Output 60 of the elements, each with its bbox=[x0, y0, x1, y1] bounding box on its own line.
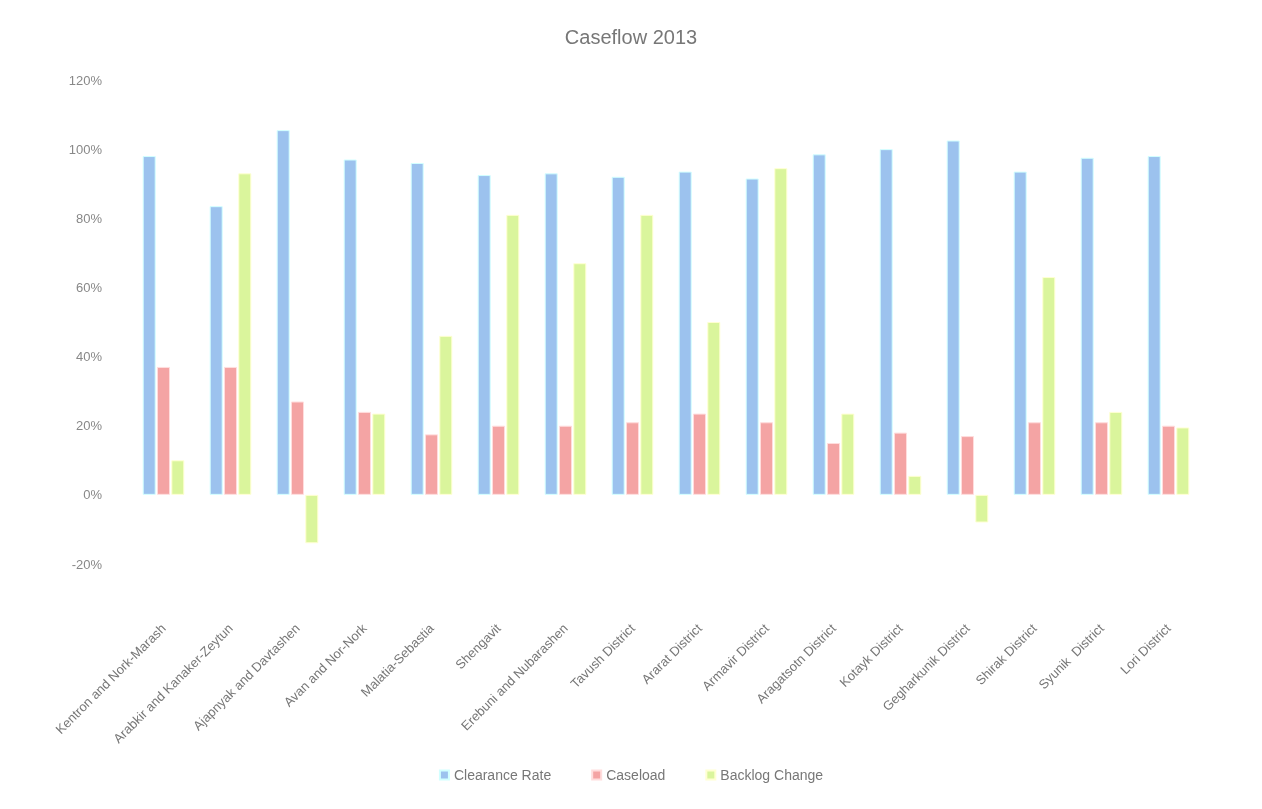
bar bbox=[439, 335, 453, 495]
bar bbox=[908, 475, 922, 495]
bar bbox=[693, 413, 706, 495]
y-tick-label: 60% bbox=[75, 279, 103, 295]
bar bbox=[1080, 157, 1094, 495]
y-tick-label: 0% bbox=[83, 487, 103, 503]
legend-label: Backlog Change bbox=[720, 767, 824, 783]
bar bbox=[492, 425, 505, 495]
bar bbox=[946, 140, 960, 495]
bar bbox=[425, 434, 438, 495]
bar bbox=[157, 366, 170, 495]
legend-label: Clearance Rate bbox=[453, 767, 552, 783]
bar bbox=[774, 168, 788, 495]
bar bbox=[372, 413, 386, 495]
bar bbox=[1109, 411, 1123, 495]
bar bbox=[879, 149, 893, 495]
bar bbox=[1042, 277, 1056, 495]
bar bbox=[760, 422, 773, 495]
bar bbox=[1013, 171, 1027, 495]
bar bbox=[894, 432, 907, 495]
bar bbox=[224, 366, 237, 495]
bar bbox=[544, 173, 558, 495]
bar bbox=[1162, 425, 1175, 495]
bar bbox=[961, 436, 974, 495]
y-tick-label: 20% bbox=[75, 418, 103, 434]
bar bbox=[559, 425, 572, 495]
bar bbox=[640, 214, 654, 495]
bar bbox=[343, 159, 357, 495]
bar bbox=[827, 443, 840, 495]
bar bbox=[209, 206, 223, 495]
bar bbox=[678, 171, 692, 495]
bar bbox=[477, 175, 491, 495]
bar bbox=[358, 411, 371, 495]
bar bbox=[611, 176, 625, 495]
bar bbox=[841, 413, 855, 495]
y-tick-label: -20% bbox=[71, 556, 103, 572]
chart-title: Caseflow 2013 bbox=[564, 26, 698, 48]
bar bbox=[1028, 422, 1041, 495]
y-tick-label: 100% bbox=[68, 141, 103, 157]
bar bbox=[142, 156, 156, 495]
bar bbox=[171, 460, 185, 495]
bar bbox=[305, 494, 319, 544]
bar bbox=[707, 322, 721, 495]
legend-label: Caseload bbox=[606, 767, 666, 783]
y-tick-label: 80% bbox=[75, 210, 103, 226]
y-tick-label: 40% bbox=[75, 349, 103, 365]
bar bbox=[276, 130, 290, 495]
bar bbox=[506, 214, 520, 495]
bar bbox=[573, 263, 587, 495]
bar bbox=[1095, 422, 1108, 495]
bar bbox=[626, 422, 639, 495]
bar bbox=[1147, 156, 1161, 495]
bar bbox=[745, 178, 759, 495]
bar bbox=[812, 154, 826, 495]
y-tick-label: 120% bbox=[68, 72, 103, 88]
bar bbox=[410, 162, 424, 495]
bar bbox=[1176, 427, 1190, 495]
bar bbox=[238, 173, 252, 495]
bar bbox=[975, 494, 989, 523]
bar bbox=[291, 401, 304, 495]
